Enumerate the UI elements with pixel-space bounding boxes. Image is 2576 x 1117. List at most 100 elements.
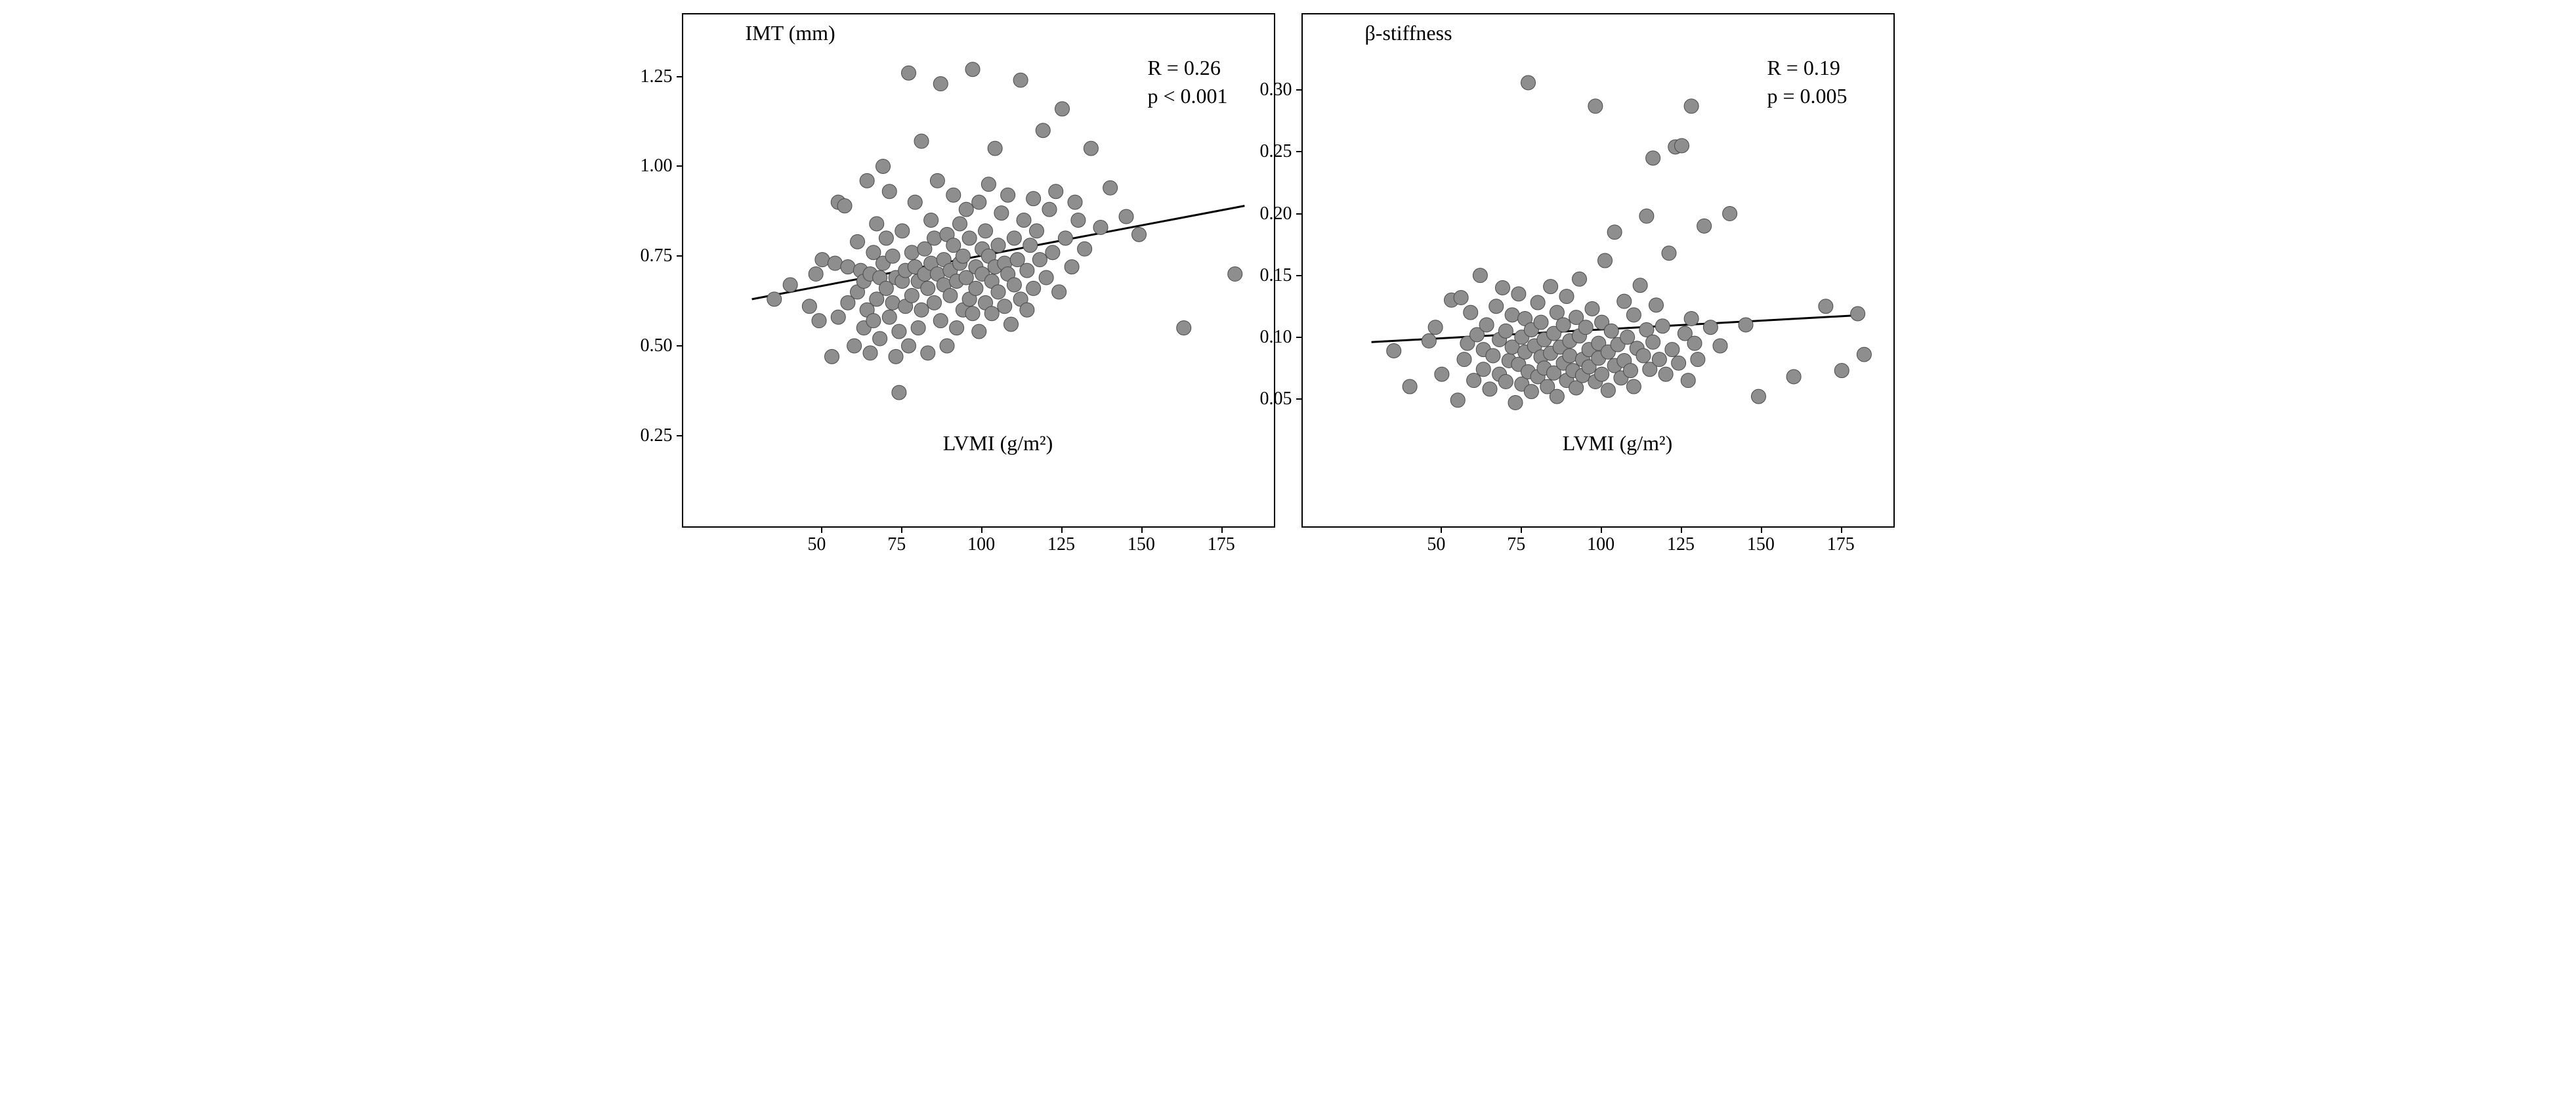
data-point (981, 177, 996, 192)
data-point (911, 321, 925, 335)
data-point (1601, 383, 1615, 398)
data-point (1466, 373, 1481, 388)
x-tick-label: 100 (1587, 534, 1615, 555)
right-x-axis-title: LVMI (g/m²) (1563, 431, 1673, 455)
data-point (940, 339, 954, 353)
x-tick-mark (821, 526, 822, 533)
data-point (891, 385, 906, 400)
data-point (1559, 289, 1574, 304)
y-tick-mark (677, 435, 683, 436)
y-tick-label: 0.25 (1260, 141, 1292, 162)
data-point (946, 188, 960, 202)
y-tick-label: 1.25 (641, 66, 673, 87)
data-point (904, 288, 919, 303)
data-point (1818, 299, 1832, 314)
data-point (920, 281, 935, 295)
y-tick-mark (1296, 213, 1303, 215)
x-tick-label: 175 (1208, 534, 1235, 555)
data-point (1850, 306, 1865, 321)
data-point (920, 346, 935, 360)
data-point (1687, 336, 1702, 350)
left-panel: IMT (mm)LVMI (g/m²)R = 0.26p < 0.0015075… (682, 13, 1275, 528)
data-point (863, 346, 877, 360)
data-point (1620, 330, 1634, 345)
x-tick-mark (1221, 526, 1223, 533)
data-point (1626, 379, 1641, 394)
y-tick-mark (677, 165, 683, 167)
data-point (840, 260, 855, 274)
x-tick-mark (1841, 526, 1842, 533)
y-tick-mark (1296, 398, 1303, 400)
data-point (991, 238, 1005, 253)
x-tick-mark (1521, 526, 1522, 533)
figure-container: IMT (mm)LVMI (g/m²)R = 0.26p < 0.0015075… (13, 13, 2563, 528)
data-point (1722, 207, 1737, 221)
y-tick-mark (1296, 275, 1303, 276)
data-point (767, 292, 781, 306)
stats-r-value: R = 0.19 (1767, 54, 1847, 82)
data-point (1597, 253, 1612, 268)
data-point (1454, 291, 1468, 305)
data-point (1524, 385, 1538, 399)
data-point (860, 173, 874, 188)
data-point (904, 245, 919, 260)
data-point (1045, 245, 1059, 260)
data-point (1051, 285, 1066, 299)
data-point (1042, 202, 1057, 217)
data-point (1428, 320, 1443, 335)
data-point (1227, 267, 1242, 282)
data-point (1534, 315, 1548, 329)
y-tick-mark (677, 76, 683, 77)
data-point (1479, 318, 1494, 332)
data-point (1684, 312, 1699, 326)
data-point (1626, 308, 1641, 322)
y-tick-label: 0.75 (641, 245, 673, 266)
data-point (1017, 213, 1031, 228)
data-point (1662, 246, 1676, 261)
data-point (1652, 352, 1666, 367)
data-point (1636, 348, 1651, 363)
data-point (997, 299, 1011, 314)
data-point (1485, 348, 1500, 363)
y-tick-mark (1296, 151, 1303, 152)
data-point (1386, 343, 1401, 358)
data-point (895, 224, 909, 238)
stats-r-value: R = 0.26 (1147, 54, 1227, 82)
data-point (1607, 225, 1622, 240)
x-tick-mark (981, 526, 982, 533)
x-tick-label: 150 (1128, 534, 1155, 555)
data-point (1498, 375, 1513, 389)
data-point (1681, 373, 1695, 388)
x-tick-mark (1761, 526, 1762, 533)
y-tick-label: 0.15 (1260, 265, 1292, 286)
data-point (901, 66, 916, 80)
data-point (879, 231, 893, 245)
data-point (866, 314, 880, 328)
left-x-axis-title: LVMI (g/m²) (943, 431, 1053, 455)
data-point (1434, 367, 1448, 381)
data-point (1649, 298, 1663, 312)
data-point (1505, 308, 1519, 322)
data-point (1055, 102, 1069, 116)
data-point (968, 281, 982, 295)
data-point (1703, 320, 1718, 335)
data-point (885, 295, 900, 310)
data-point (1697, 219, 1711, 233)
data-point (872, 331, 887, 346)
y-tick-label: 0.10 (1260, 327, 1292, 348)
data-point (847, 339, 861, 353)
data-point (869, 217, 883, 231)
data-point (1119, 209, 1133, 224)
data-point (1483, 382, 1497, 396)
data-point (1786, 369, 1801, 384)
data-point (1751, 389, 1765, 404)
x-tick-label: 75 (1507, 534, 1525, 555)
data-point (1834, 364, 1849, 378)
data-point (1450, 393, 1465, 408)
data-point (1664, 343, 1679, 357)
data-point (1003, 317, 1018, 331)
data-point (1019, 303, 1034, 317)
data-point (1457, 352, 1471, 367)
data-point (828, 256, 842, 270)
data-point (971, 324, 986, 339)
